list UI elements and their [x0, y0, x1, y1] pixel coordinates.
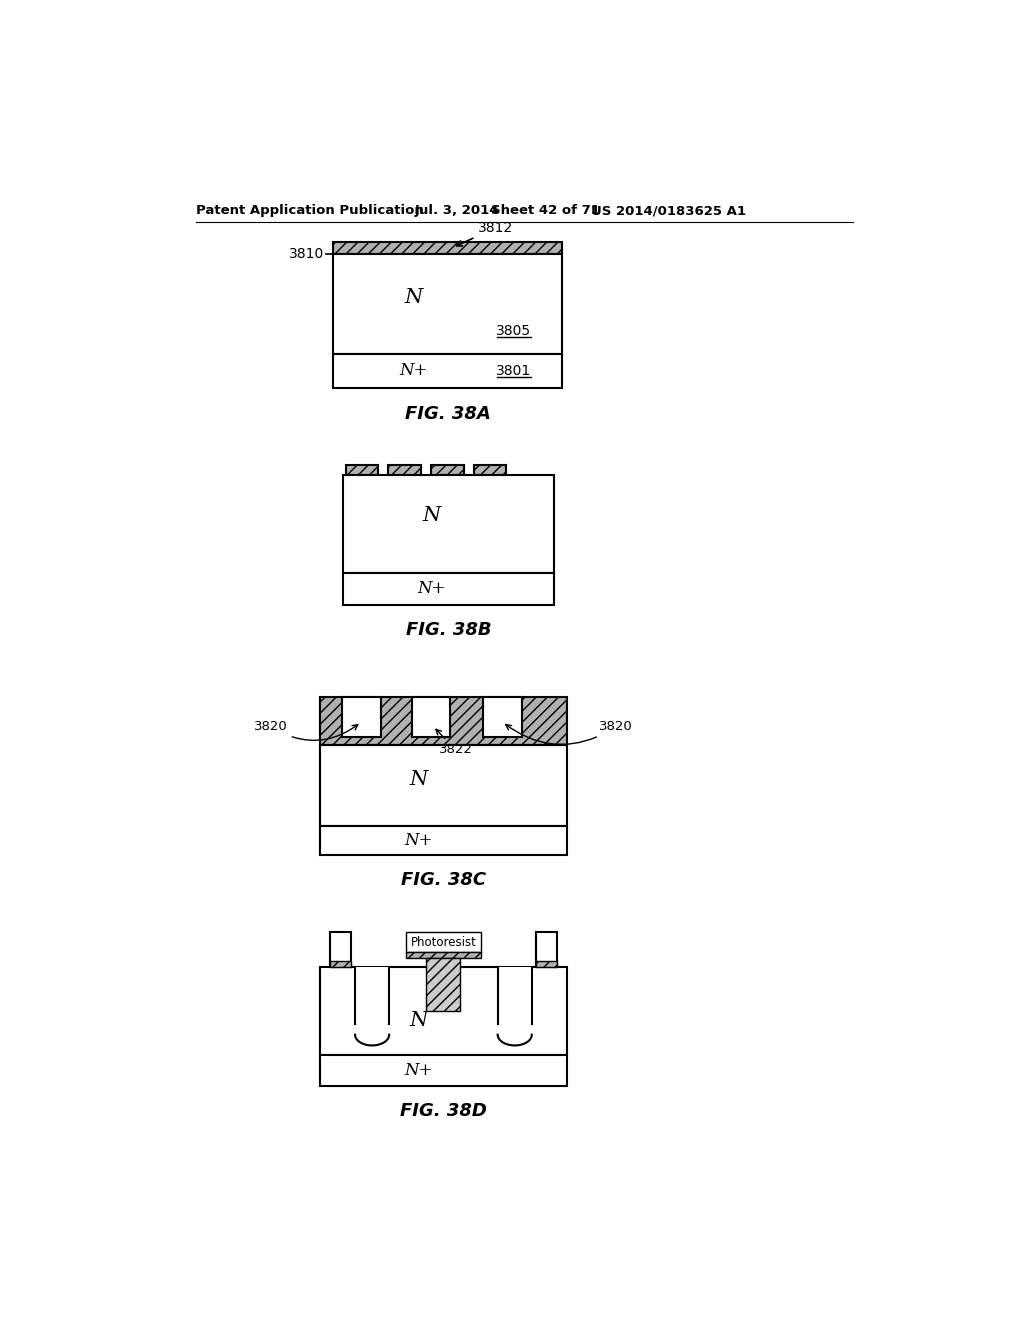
Bar [321, 744, 566, 826]
Text: FIG. 38A: FIG. 38A [404, 405, 490, 422]
Bar [536, 961, 557, 966]
Bar [334, 253, 562, 354]
Text: 3801: 3801 [497, 364, 531, 378]
Text: 3810: 3810 [289, 247, 324, 261]
Text: FIG. 38D: FIG. 38D [400, 1102, 486, 1119]
Bar [407, 932, 480, 952]
Bar [474, 465, 506, 475]
Bar [346, 465, 378, 475]
Text: N: N [410, 1011, 428, 1030]
Bar [330, 961, 351, 966]
Bar [407, 952, 480, 958]
Bar [342, 697, 381, 738]
Text: FIG. 38C: FIG. 38C [400, 871, 486, 888]
Text: N+: N+ [404, 832, 433, 849]
Bar [321, 826, 566, 855]
Bar [412, 697, 451, 738]
Bar [321, 968, 566, 1056]
Bar [499, 966, 531, 1024]
Text: 3820: 3820 [254, 721, 357, 741]
Text: N+: N+ [399, 363, 428, 379]
Text: Sheet 42 of 71: Sheet 42 of 71 [490, 205, 600, 218]
Bar [343, 475, 554, 573]
Bar [426, 958, 461, 1011]
Text: N: N [404, 289, 423, 308]
Text: Jul. 3, 2014: Jul. 3, 2014 [415, 205, 500, 218]
Bar [321, 1056, 566, 1086]
Bar [334, 354, 562, 388]
Text: N+: N+ [404, 1063, 433, 1080]
Text: US 2014/0183625 A1: US 2014/0183625 A1 [592, 205, 746, 218]
Text: N: N [410, 770, 428, 788]
Bar [431, 465, 464, 475]
Bar [356, 966, 388, 1024]
Bar [330, 932, 351, 966]
Text: 3812: 3812 [457, 220, 514, 246]
Bar [321, 697, 566, 744]
Text: 3805: 3805 [497, 323, 531, 338]
Text: N: N [423, 507, 441, 525]
Text: N+: N+ [418, 581, 446, 598]
Bar [536, 932, 557, 966]
Text: Photoresist: Photoresist [411, 936, 476, 949]
Bar [343, 573, 554, 605]
Text: 3820: 3820 [506, 721, 633, 744]
Bar [483, 697, 521, 738]
Text: 3822: 3822 [436, 730, 473, 756]
Text: Patent Application Publication: Patent Application Publication [197, 205, 424, 218]
Text: FIG. 38B: FIG. 38B [407, 620, 492, 639]
Bar [334, 242, 562, 253]
Bar [388, 465, 421, 475]
